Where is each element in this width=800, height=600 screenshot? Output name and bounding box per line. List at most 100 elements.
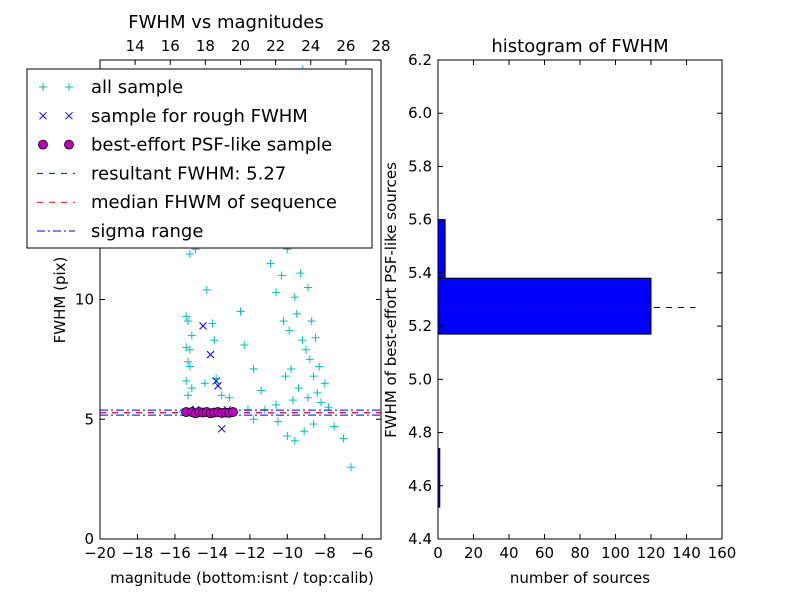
histogram-bar (437, 219, 446, 279)
histogram-y-tick-label: 4.4 (408, 530, 432, 548)
all-sample-point (273, 417, 282, 426)
histogram-x-tick-label: 160 (708, 544, 737, 562)
rough-fwhm-point (199, 321, 207, 330)
scatter-y-label: FWHM (pix) (51, 257, 69, 344)
histogram-x-tick-label: 40 (499, 544, 518, 562)
all-sample-point (300, 427, 309, 436)
scatter-x-ticks: −20 −18 −16 −14 −12 −10 −8 −6 (84, 534, 373, 562)
legend-marker-dot (64, 139, 74, 150)
psf-like-points (181, 407, 238, 419)
all-sample-point (309, 372, 318, 381)
histogram-y-tick-label: 6.0 (408, 104, 432, 122)
histogram-y-tick-label: 5.6 (408, 211, 432, 229)
histogram-bar (437, 277, 652, 335)
scatter-top-tick-label: 26 (336, 37, 355, 55)
legend-item: resultant FWHM: 5.27 (37, 163, 286, 184)
all-sample-point (257, 386, 266, 395)
all-sample-point (279, 317, 288, 326)
scatter-top-tick-label: 28 (371, 37, 390, 55)
all-sample-point (296, 269, 305, 278)
scatter-y-tick-label: 0 (84, 530, 94, 548)
legend-label: all sample (91, 77, 183, 98)
histogram-x-label: number of sources (510, 569, 650, 587)
all-sample-point (187, 384, 196, 393)
all-sample-point (187, 331, 196, 340)
all-sample-point (298, 336, 307, 345)
histogram-bars (437, 219, 652, 508)
scatter-y-ticks: 0 5 10 (75, 291, 381, 548)
all-sample-point (185, 345, 194, 354)
scatter-title: FWHM vs magnitudes (128, 12, 323, 33)
all-sample-point (240, 341, 249, 350)
scatter-x-tick-label: −10 (272, 544, 304, 562)
histogram-x-tick-label: 140 (672, 544, 701, 562)
all-sample-point (182, 376, 191, 385)
all-sample-point (185, 249, 194, 258)
scatter-top-tick-label: 16 (161, 37, 180, 55)
all-sample-point (285, 326, 294, 335)
legend-label: resultant FWHM: 5.27 (91, 163, 286, 184)
histogram-y-tick-label: 5.4 (408, 264, 432, 282)
all-sample-point (287, 364, 296, 373)
all-sample-point (294, 384, 303, 393)
legend-item: sample for rough FWHM (39, 106, 308, 127)
scatter-top-ticks: 14 16 18 20 22 24 26 28 (126, 37, 391, 65)
scatter-top-tick-label: 24 (301, 37, 320, 55)
legend-label: sigma range (91, 221, 203, 242)
all-sample-point (182, 312, 191, 321)
all-sample-point (283, 432, 292, 441)
all-sample-point (313, 388, 322, 397)
all-sample-point (208, 319, 217, 328)
all-sample-point (236, 307, 245, 316)
histogram-x-tick-label: 120 (637, 544, 666, 562)
all-sample-point (202, 285, 211, 294)
legend-item: best-effort PSF-like sample (38, 135, 332, 156)
legend-marker-plus (65, 83, 73, 91)
legend-marker-dot (38, 139, 48, 150)
all-sample-point (272, 288, 281, 297)
scatter-x-tick-label: −16 (159, 544, 191, 562)
legend-label: median FHWM of sequence (91, 192, 337, 213)
all-sample-point (330, 422, 339, 431)
all-sample-point (339, 434, 348, 443)
rough-fwhm-point (212, 377, 221, 385)
legend-marker-plus (39, 83, 47, 91)
legend: all sample sample for rough FWHM best-effo… (26, 68, 373, 249)
scatter-top-tick-label: 20 (231, 37, 250, 55)
all-sample-point (225, 393, 234, 402)
all-sample-point (210, 336, 219, 345)
scatter-panel: FWHM vs magnitudes −20 −18 −16 −14 −12 −10 −8−… (26, 12, 391, 587)
rough-fwhm-point (214, 381, 222, 390)
all-sample-point (249, 415, 258, 424)
histogram-y-tick-label: 5.0 (408, 370, 432, 388)
scatter-x-tick-label: −6 (351, 544, 373, 562)
scatter-top-tick-label: 14 (126, 37, 145, 55)
all-sample-point (303, 283, 312, 292)
histogram-y-tick-label: 6.2 (408, 51, 432, 69)
rough-fwhm-point (217, 424, 226, 433)
psf-like-point (228, 407, 238, 417)
scatter-x-tick-label: −14 (197, 544, 229, 562)
all-sample-point (185, 362, 194, 371)
scatter-x-tick-label: −20 (84, 544, 116, 562)
histogram-y-ticks: 4.4 4.6 4.8 5.0 5.2 5.4 5.6 5.8 6.0 6.2 (408, 51, 722, 548)
histogram-y-tick-label: 4.6 (408, 477, 432, 495)
all-sample-point (217, 391, 226, 400)
scatter-x-tick-label: −12 (234, 544, 266, 562)
legend-marker-x (39, 111, 47, 120)
scatter-x-tick-label: −18 (122, 544, 154, 562)
all-sample-point (277, 271, 286, 280)
all-sample-point (317, 398, 326, 407)
histogram-x-tick-label: 80 (570, 544, 589, 562)
all-sample-point (288, 396, 297, 405)
legend-marker-x (65, 111, 73, 120)
all-sample-point (305, 355, 314, 364)
all-sample-point (272, 400, 281, 409)
histogram-x-tick-label: 100 (601, 544, 630, 562)
all-sample-point (184, 317, 193, 326)
scatter-y-tick-label: 10 (75, 291, 94, 309)
all-sample-point (200, 379, 209, 388)
scatter-top-tick-label: 22 (266, 37, 285, 55)
histogram-x-tick-label: 20 (464, 544, 483, 562)
